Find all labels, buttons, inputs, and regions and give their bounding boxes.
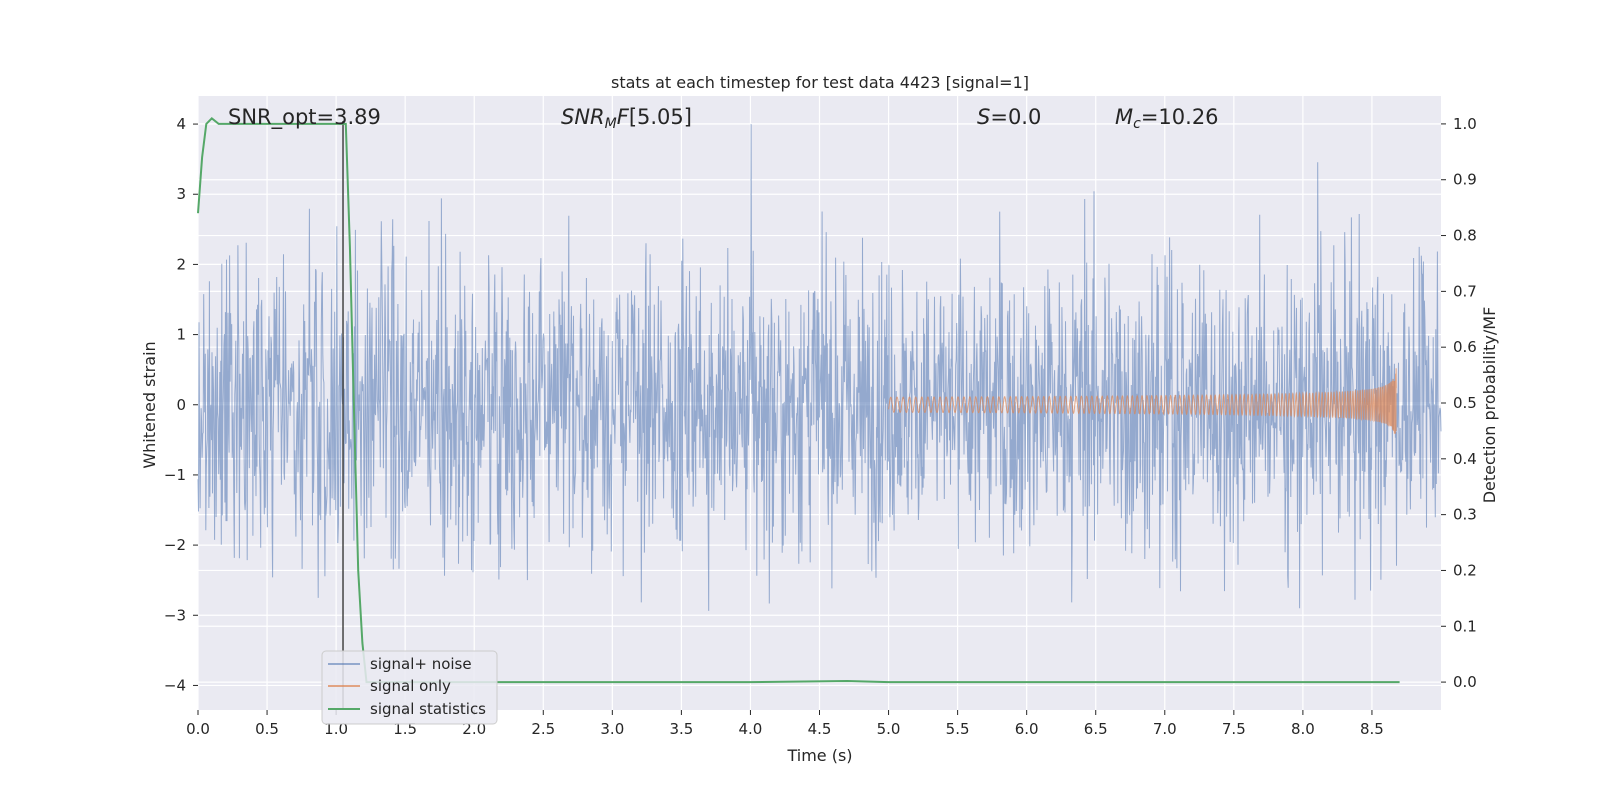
y2-tick-label: 1.0 <box>1453 115 1477 133</box>
annotation-snr-mf: SNRMF[5.05] <box>561 105 692 132</box>
x-tick-label: 4.5 <box>808 720 832 738</box>
x-tick-label: 7.5 <box>1222 720 1246 738</box>
x-tick-label: 4.0 <box>739 720 763 738</box>
x-axis-label: Time (s) <box>786 746 852 765</box>
x-tick-label: 8.5 <box>1360 720 1384 738</box>
annotation-mc: Mc=10.26 <box>1115 105 1219 132</box>
y-tick-label: −1 <box>164 466 186 484</box>
legend-label-signal: signal only <box>370 677 451 695</box>
y-axis-label: Whitened strain <box>140 341 159 468</box>
y2-tick-label: 0.7 <box>1453 282 1477 300</box>
y2-axis-label: Detection probability/MF <box>1480 307 1499 504</box>
x-tick-label: 2.5 <box>531 720 555 738</box>
x-tick-label: 3.5 <box>669 720 693 738</box>
annotation-snr-opt: SNR_opt=3.89 <box>228 105 381 130</box>
y2-tick-label: 0.5 <box>1453 394 1477 412</box>
y2-tick-label: 0.2 <box>1453 561 1477 579</box>
statistics-trace <box>197 116 1400 684</box>
y-tick-label: −4 <box>164 676 186 694</box>
x-axis-ticks: 0.0 0.5 1.0 1.5 2.0 2.5 3.0 3.5 4.0 4.5 5.0 5.5 6.0 6… <box>186 710 1384 738</box>
y-tick-label: 1 <box>176 326 186 344</box>
x-tick-label: 3.0 <box>600 720 624 738</box>
x-tick-label: 5.0 <box>877 720 901 738</box>
x-tick-label: 8.0 <box>1291 720 1315 738</box>
series-signal-plus-noise <box>197 124 1442 611</box>
y2-tick-label: 0.1 <box>1453 617 1477 635</box>
y2-tick-label: 0.9 <box>1453 171 1477 189</box>
legend-box <box>321 650 498 725</box>
x-tick-label: 6.5 <box>1084 720 1108 738</box>
y2-axis-ticks: 1.0 0.9 0.8 0.7 0.6 0.5 0.4 0.3 0.2 0.1 0.0 <box>1441 115 1477 691</box>
y-tick-label: 0 <box>176 396 186 414</box>
chirp-trace <box>888 368 1397 434</box>
series-signal-only <box>888 368 1397 434</box>
y2-tick-label: 0.6 <box>1453 338 1477 356</box>
x-tick-label: 6.0 <box>1015 720 1039 738</box>
y2-tick-label: 0.0 <box>1453 673 1477 691</box>
series-signal-statistics <box>197 116 1400 684</box>
y-tick-label: 3 <box>176 185 186 203</box>
legend-label-noise: signal+ noise <box>370 655 472 673</box>
chart-title: stats at each timestep for test data 442… <box>611 73 1029 92</box>
x-tick-label: 5.5 <box>946 720 970 738</box>
y-axis-ticks: 4 3 2 1 0 −1 −2 −3 −4 <box>164 115 198 694</box>
y2-tick-label: 0.8 <box>1453 227 1477 245</box>
noise-trace <box>197 124 1442 611</box>
annotation-s: S=0.0 <box>977 105 1041 129</box>
y2-tick-label: 0.4 <box>1453 450 1477 468</box>
legend: signal+ noise signal only signal statist… <box>321 650 498 725</box>
y-tick-label: 2 <box>176 255 186 273</box>
y-tick-label: −2 <box>164 536 186 554</box>
y2-tick-label: 0.3 <box>1453 506 1477 524</box>
x-tick-label: 0.0 <box>186 720 210 738</box>
y-tick-label: −3 <box>164 606 186 624</box>
legend-label-statistics: signal statistics <box>370 700 486 718</box>
x-tick-label: 0.5 <box>255 720 279 738</box>
x-tick-label: 7.0 <box>1153 720 1177 738</box>
y-tick-label: 4 <box>176 115 186 133</box>
